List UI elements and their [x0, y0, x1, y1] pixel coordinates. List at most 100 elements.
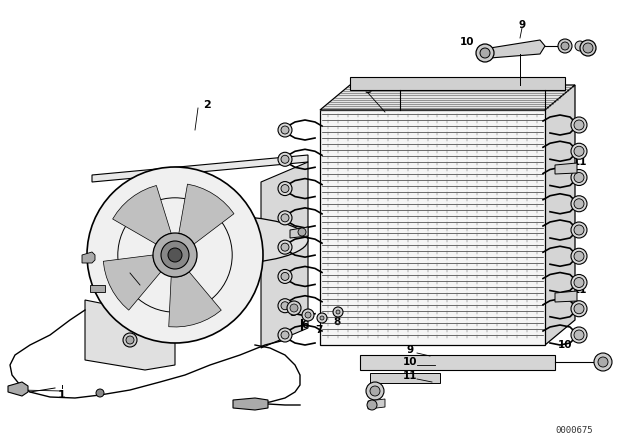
Circle shape	[594, 353, 612, 371]
Circle shape	[574, 277, 584, 288]
Circle shape	[87, 167, 263, 343]
Circle shape	[571, 169, 587, 185]
Circle shape	[370, 386, 380, 396]
Polygon shape	[320, 110, 545, 345]
Circle shape	[366, 382, 384, 400]
Text: 5: 5	[289, 308, 296, 318]
Polygon shape	[545, 85, 575, 345]
Circle shape	[281, 155, 289, 163]
Circle shape	[480, 48, 490, 58]
Circle shape	[168, 248, 182, 262]
Text: 3: 3	[364, 85, 372, 95]
Circle shape	[561, 42, 569, 50]
Circle shape	[571, 143, 587, 159]
Text: 4: 4	[121, 265, 129, 275]
Circle shape	[281, 214, 289, 222]
Text: 9: 9	[518, 20, 525, 30]
Polygon shape	[490, 40, 545, 58]
Circle shape	[96, 389, 104, 397]
Text: 11: 11	[403, 371, 417, 381]
Polygon shape	[555, 163, 577, 174]
Circle shape	[123, 333, 137, 347]
Polygon shape	[368, 399, 385, 409]
Text: 8: 8	[333, 317, 340, 327]
Ellipse shape	[132, 216, 308, 264]
Circle shape	[287, 301, 301, 315]
Circle shape	[575, 41, 585, 51]
Circle shape	[281, 243, 289, 251]
Polygon shape	[82, 252, 95, 263]
Circle shape	[571, 275, 587, 290]
Circle shape	[571, 248, 587, 264]
Circle shape	[278, 240, 292, 254]
Circle shape	[281, 126, 289, 134]
Circle shape	[317, 313, 327, 323]
Circle shape	[558, 39, 572, 53]
Circle shape	[278, 299, 292, 313]
Circle shape	[305, 312, 311, 318]
Polygon shape	[92, 155, 308, 182]
Text: 0000675: 0000675	[555, 426, 593, 435]
Text: 1: 1	[58, 390, 66, 400]
Circle shape	[583, 43, 593, 53]
Text: 10: 10	[557, 340, 572, 350]
Polygon shape	[85, 300, 175, 370]
Polygon shape	[179, 184, 234, 244]
Circle shape	[281, 331, 289, 339]
Circle shape	[278, 269, 292, 284]
Circle shape	[598, 357, 608, 367]
Polygon shape	[320, 85, 575, 110]
Circle shape	[574, 199, 584, 209]
Circle shape	[574, 146, 584, 156]
Circle shape	[281, 185, 289, 193]
Polygon shape	[233, 398, 268, 410]
Polygon shape	[90, 285, 105, 292]
Text: 2: 2	[203, 100, 211, 110]
Text: 6: 6	[301, 320, 308, 330]
Polygon shape	[555, 291, 577, 302]
Text: 9: 9	[406, 345, 413, 355]
Circle shape	[574, 172, 584, 182]
Text: 7: 7	[316, 325, 323, 335]
Circle shape	[278, 328, 292, 342]
Circle shape	[571, 117, 587, 133]
Circle shape	[298, 228, 306, 236]
Circle shape	[574, 330, 584, 340]
Circle shape	[302, 309, 314, 321]
Text: 11: 11	[573, 285, 588, 295]
Circle shape	[278, 211, 292, 225]
Circle shape	[153, 233, 197, 277]
Circle shape	[571, 222, 587, 238]
Circle shape	[278, 152, 292, 166]
Circle shape	[571, 301, 587, 317]
Circle shape	[290, 304, 298, 312]
Polygon shape	[113, 185, 171, 244]
Circle shape	[281, 272, 289, 280]
Text: 10: 10	[403, 357, 417, 367]
Polygon shape	[350, 77, 565, 90]
Polygon shape	[261, 162, 308, 348]
Circle shape	[367, 400, 377, 410]
Polygon shape	[103, 255, 161, 310]
Polygon shape	[290, 227, 308, 238]
Circle shape	[126, 336, 134, 344]
Circle shape	[571, 196, 587, 212]
Circle shape	[278, 181, 292, 196]
Circle shape	[574, 251, 584, 261]
Text: 10: 10	[460, 37, 474, 47]
Polygon shape	[8, 382, 28, 396]
Text: 11: 11	[573, 157, 588, 167]
Polygon shape	[360, 355, 555, 370]
Polygon shape	[169, 272, 221, 327]
Circle shape	[476, 44, 494, 62]
Circle shape	[580, 40, 596, 56]
Polygon shape	[370, 373, 440, 383]
Circle shape	[571, 327, 587, 343]
Circle shape	[574, 225, 584, 235]
Circle shape	[161, 241, 189, 269]
Circle shape	[278, 123, 292, 137]
Circle shape	[574, 304, 584, 314]
Circle shape	[320, 316, 324, 320]
Circle shape	[336, 310, 340, 314]
Circle shape	[281, 302, 289, 310]
